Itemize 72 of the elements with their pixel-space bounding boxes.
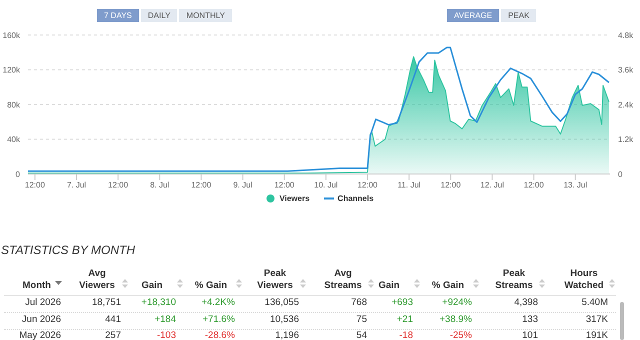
x-tick-label: 12:00 [440,180,462,190]
y-tick-label: 40k [7,135,21,144]
category-label: Peak Streams [494,268,534,292]
x-tick-label: 12:00 [357,180,378,190]
text: 5.40M [582,297,608,308]
y2-tick-label: 1.2k [618,135,634,144]
text: +4.2K% [201,297,235,308]
x-tick-label: 12:00 [274,180,295,190]
x-tick-label: 7. Jul [66,180,86,190]
x-tick-label: 12:00 [24,180,46,190]
text: +924% [442,297,472,308]
y2-tick-label: 0 [618,170,623,179]
text: 257 [105,330,121,340]
y-tick-label: 120k [2,66,21,75]
text: +693 [392,297,413,308]
category-label: Month [22,280,51,292]
x-tick-label: 10. Jul [314,180,338,190]
x-tick-label: 9. Jul [233,180,253,190]
text: 7 DAYS [97,9,139,22]
category-label: Gain [377,280,401,292]
x-tick-label: 12:00 [108,180,129,190]
text: +184 [154,314,176,324]
text: -103 [156,330,176,340]
text: +71.6% [202,314,235,324]
category-label: Avg Viewers [78,268,116,292]
y2-tick-label: 3.6k [618,66,634,75]
y2-tick-label: 2.4k [618,100,634,110]
y-tick-label: 0 [16,170,21,179]
text: +38.9% [440,314,472,324]
text: -28.6% [204,330,235,340]
text: 54 [356,330,367,340]
text: 768 [351,297,367,308]
category-label: Hours Watched [563,268,605,292]
x-tick-label: 11. Jul [398,180,421,190]
text: AVERAGE [447,9,500,22]
text: Jun 2026 [22,314,61,324]
x-tick-label: 8. Jul [150,180,170,190]
text: 75 [356,314,367,324]
category-label: Avg Streams [323,268,363,292]
y-tick-label: 80k [7,100,21,110]
text: MONTHLY [179,9,232,22]
text: Jul 2026 [25,297,61,308]
text: 317K [586,314,608,324]
text: 191K [586,330,608,340]
text: 136,055 [264,297,299,308]
category-label: % Gain [194,280,228,292]
text: 133 [522,314,538,324]
category-label: % Gain [430,280,466,292]
text: STATISTICS BY MONTH [1,243,136,257]
text: May 2026 [19,330,61,340]
category-label: Gain [140,280,164,292]
text: -18 [399,330,413,340]
text: 18,751 [92,297,121,308]
x-tick-label: 12. Jul [480,180,504,190]
x-tick-label: 13. Jul [564,180,588,190]
text: +21 [396,314,413,324]
y2-tick-label: 4.8k [618,30,634,40]
text: 441 [105,314,121,324]
text: 10,536 [270,314,299,324]
text: PEAK [501,9,536,22]
legend-label: Channels [336,194,374,203]
text: 101 [522,330,538,340]
x-tick-label: 12:00 [191,180,212,190]
x-tick-label: 12:00 [524,180,544,190]
legend-label: Viewers [278,194,310,203]
category-label: Peak Viewers [256,268,294,292]
text: DAILY [140,9,178,22]
text: 4,398 [514,297,538,308]
text: 1,196 [275,330,299,340]
y-tick-label: 160k [2,30,21,40]
text: +18,310 [141,297,176,308]
text: -25% [450,330,472,340]
